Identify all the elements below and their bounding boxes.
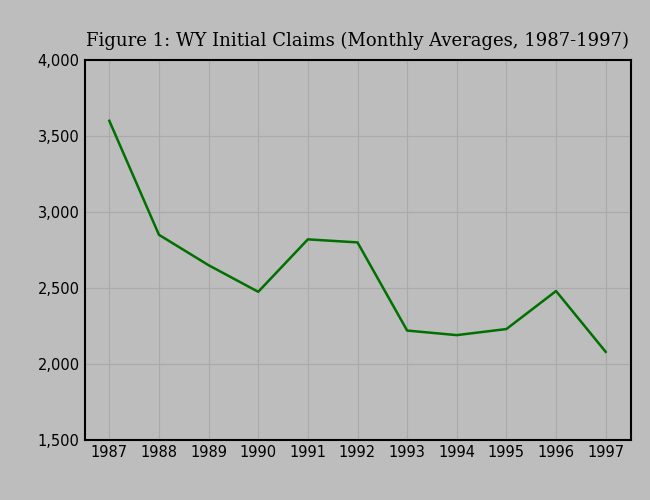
Title: Figure 1: WY Initial Claims (Monthly Averages, 1987-1997): Figure 1: WY Initial Claims (Monthly Ave…: [86, 32, 629, 50]
